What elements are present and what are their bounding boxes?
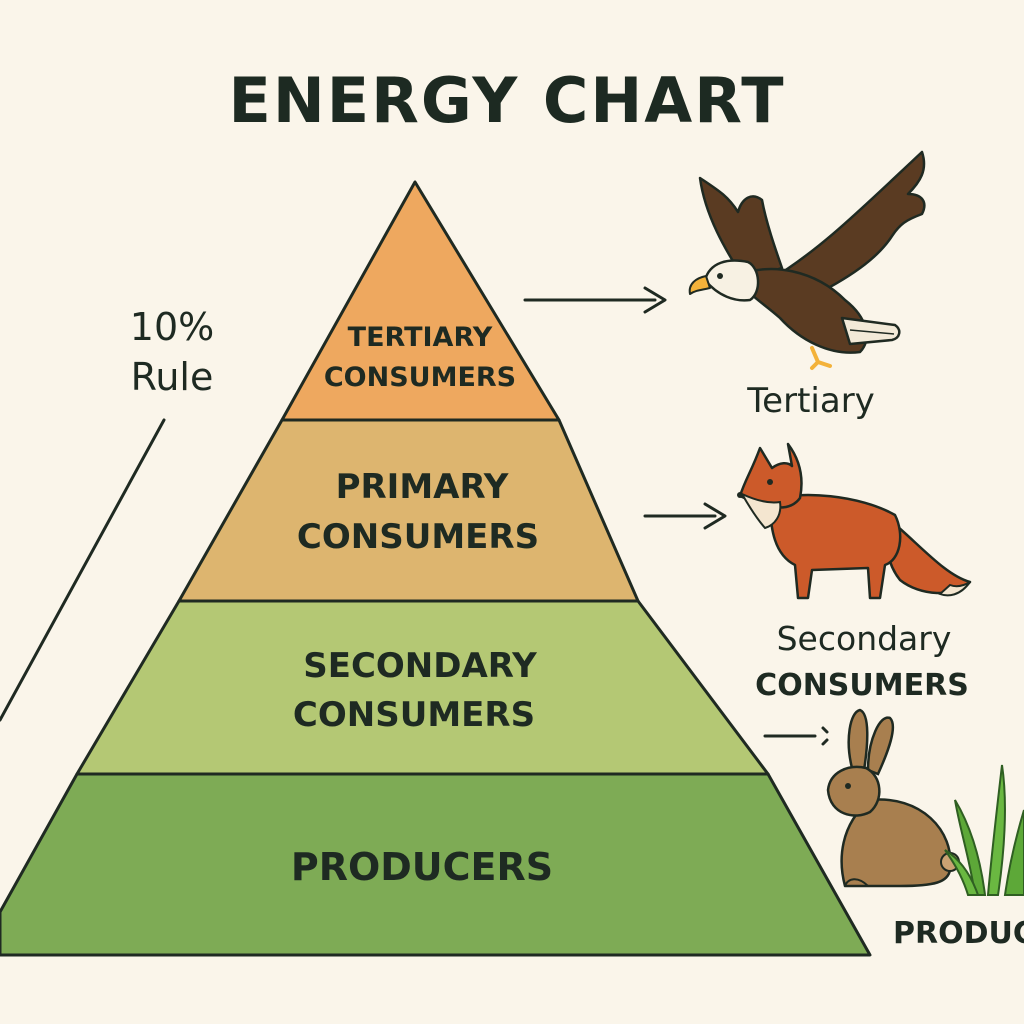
tier-producers <box>0 772 872 957</box>
fox-label-2: CONSUMERS <box>755 668 969 703</box>
tier-tertiary-label-2: CONSUMERS <box>324 362 516 393</box>
tier-tertiary-label-1: TERTIARY <box>348 322 493 353</box>
pyramid <box>0 180 872 957</box>
rule-word: Rule <box>131 355 214 399</box>
page-title: ENERGY CHART <box>229 64 786 137</box>
rule-pointer-line <box>0 418 166 722</box>
eagle-label: Tertiary <box>746 381 875 421</box>
tier-primary-label-2: CONSUMERS <box>297 517 539 557</box>
tier-secondary-label-2: CONSUMERS <box>293 695 535 735</box>
rabbit-icon <box>826 708 960 888</box>
fox-icon <box>737 442 972 600</box>
fox-label-1: Secondary <box>777 619 952 658</box>
tier-primary-label-1: PRIMARY <box>336 467 509 507</box>
eagle-icon <box>688 150 926 370</box>
arrow-to-rabbit <box>763 726 829 746</box>
tier-primary <box>177 418 640 603</box>
tier-secondary <box>75 599 770 776</box>
producers-side-label: PRODUC <box>893 916 1024 951</box>
arrow-to-fox <box>643 502 727 530</box>
tier-producers-label: PRODUCERS <box>291 845 553 889</box>
arrow-to-eagle <box>523 286 667 314</box>
grass-icon <box>944 764 1024 896</box>
rule-percent: 10% <box>130 305 214 349</box>
tier-secondary-label-1: SECONDARY <box>303 646 537 686</box>
